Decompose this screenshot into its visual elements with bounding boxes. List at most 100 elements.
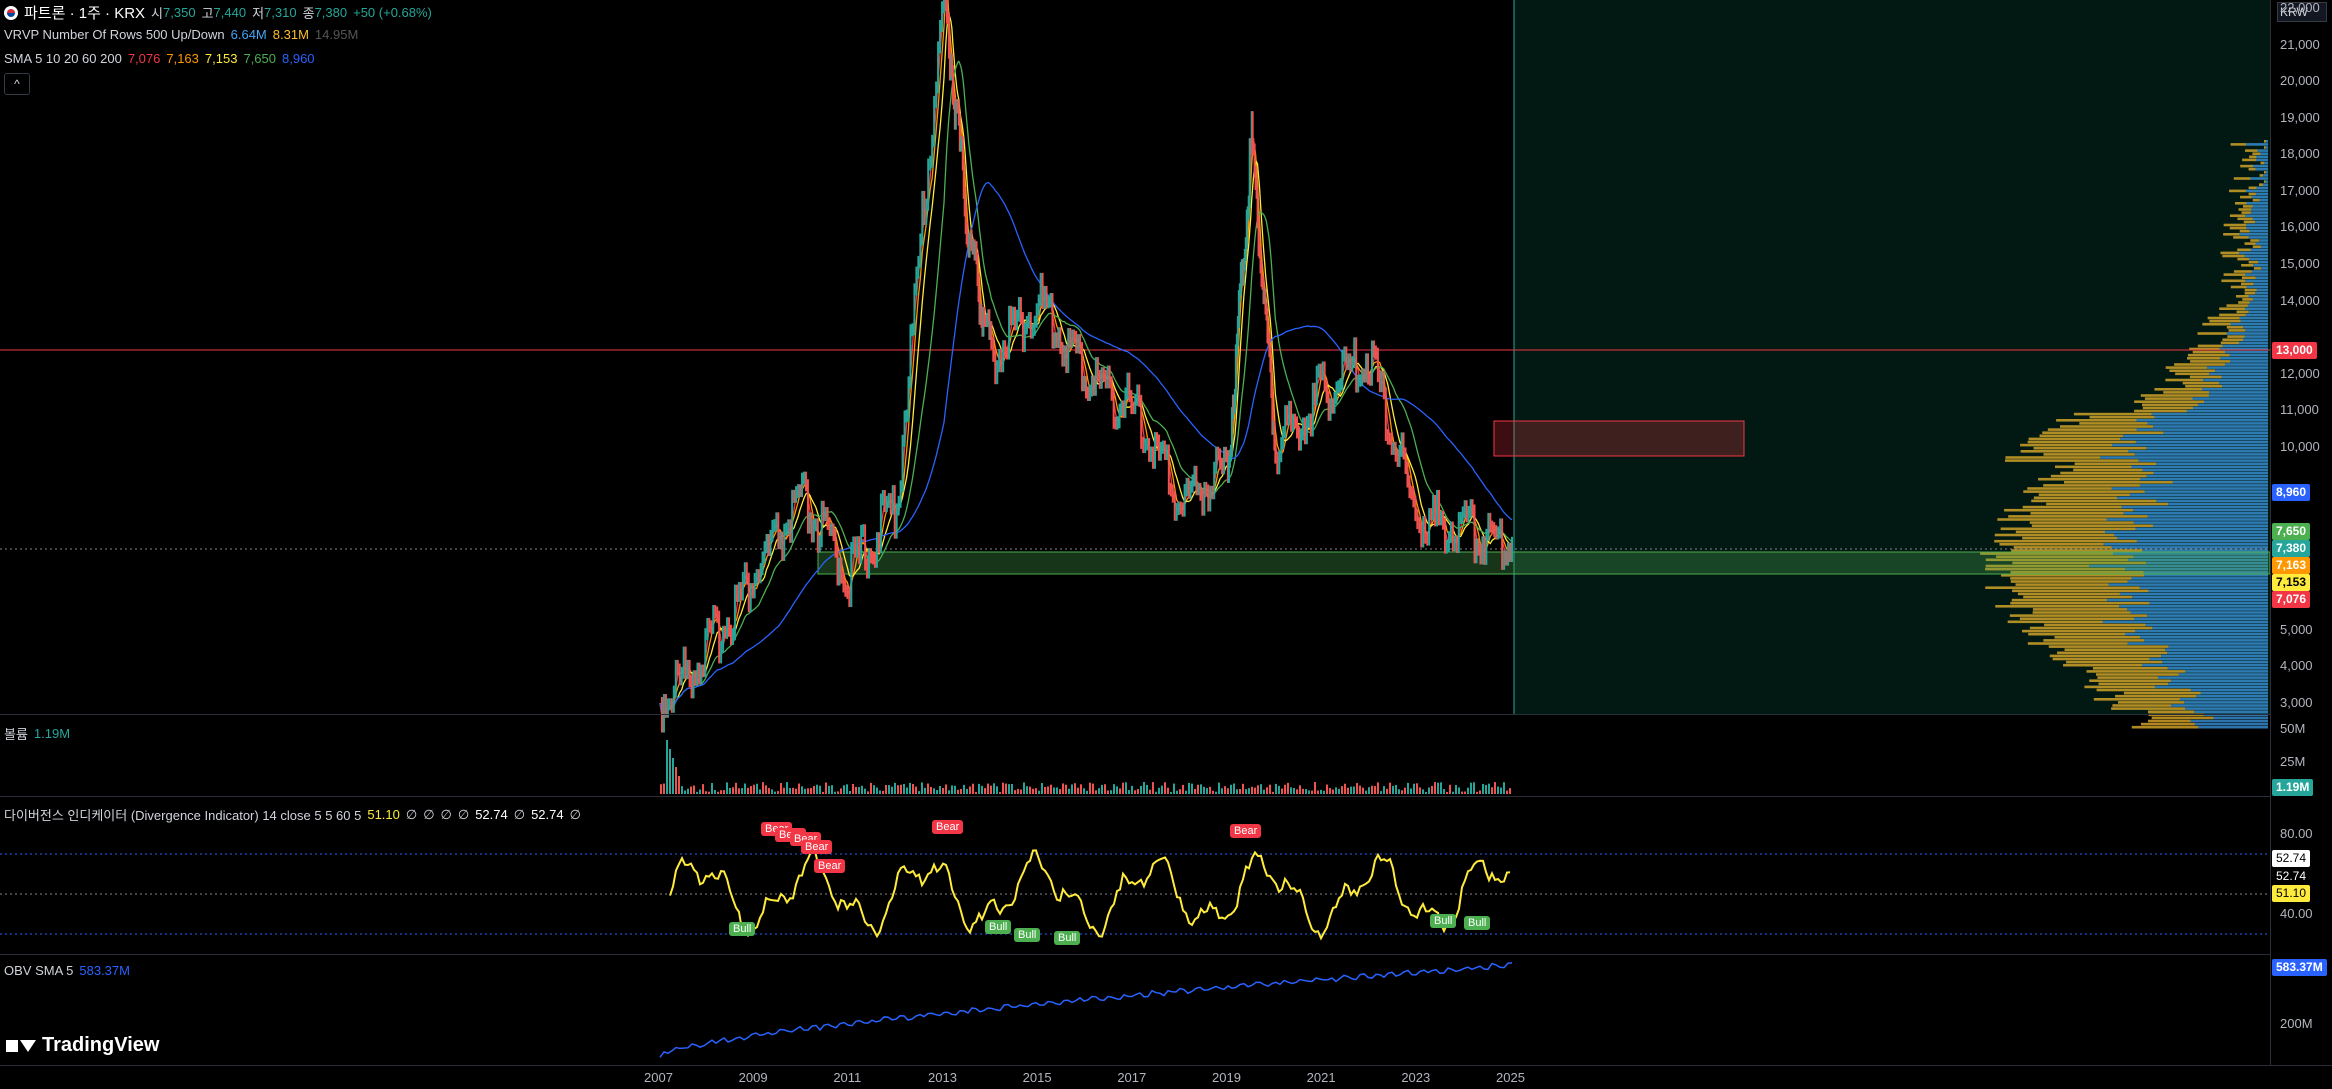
vp-bar-down — [2227, 335, 2245, 338]
vp-bar-down — [2084, 685, 2155, 689]
div-v1: 51.10 — [367, 807, 400, 822]
volume-bar — [1155, 791, 1157, 794]
vp-bar-up — [2100, 456, 2268, 459]
vp-bar-down — [2245, 149, 2258, 152]
obv-line — [659, 962, 1513, 1058]
vp-bar-down — [2020, 443, 2113, 447]
vp-bar-up — [2196, 694, 2268, 698]
volume-bar — [783, 787, 785, 794]
vp-bar-up — [2249, 229, 2268, 233]
volume-bar — [1143, 782, 1145, 794]
time-axis[interactable]: 2007 2009 2011 2013 2015 2017 2019 2021 2023 2025 — [0, 1066, 2270, 1089]
time-tick: 2019 — [1212, 1070, 1241, 1085]
vp-bar-down — [2032, 608, 2128, 611]
volume-bar — [1281, 788, 1283, 794]
volume-bar — [891, 786, 893, 794]
vp-bar-up — [2131, 577, 2268, 580]
volume-bar — [1296, 789, 1298, 794]
vp-bar-down — [1985, 567, 2125, 571]
sma200-value: 8,960 — [282, 51, 315, 66]
vp-bar-up — [2249, 301, 2268, 304]
volume-bar — [1299, 785, 1301, 794]
vp-bar-down — [2252, 152, 2261, 155]
price-axis[interactable]: KRW — [2270, 0, 2332, 1065]
div-v5: ∅ — [457, 806, 470, 822]
vp-bar-up — [2154, 685, 2268, 689]
volume-bar — [1215, 791, 1217, 794]
bull-badge: Bull — [1464, 916, 1491, 930]
pane-divider[interactable] — [0, 714, 2270, 715]
vp-bar-up — [2147, 422, 2268, 425]
volume-bar — [780, 782, 782, 794]
currency-label[interactable]: KRW — [2277, 2, 2327, 22]
volume-bar — [660, 784, 662, 794]
vol-tick-25m: 25M — [2280, 754, 2306, 769]
volume-legend[interactable]: 볼륨 1.19M — [4, 724, 70, 743]
price-tick: 5,000 — [2280, 621, 2313, 637]
volume-bar — [1062, 783, 1064, 794]
volume-chart[interactable] — [0, 715, 2270, 796]
div-v4: ∅ — [440, 806, 452, 822]
price-tick: 21,000 — [2280, 36, 2320, 52]
tag-sma5: 7,076 — [2272, 591, 2311, 608]
volume-value: 1.19M — [33, 726, 71, 741]
sma10-value: 7,163 — [166, 51, 199, 66]
vp-bar-down — [2154, 388, 2203, 391]
divergence-legend[interactable]: 다이버전스 인디케이터 (Divergence Indicator) 14 cl… — [4, 805, 581, 824]
volume-bar — [801, 786, 803, 794]
vp-bar-up — [2123, 512, 2268, 515]
high-label: 고 — [201, 6, 214, 21]
volume-bar — [735, 782, 737, 794]
symbol-title[interactable]: 파트론 · 1주 · KRX — [24, 5, 146, 22]
collapse-legend-button[interactable]: ^ — [4, 73, 30, 95]
symbol-legend: 파트론 · 1주 · KRX 시 7,350 고 7,440 저 7,310 종 7,3… — [4, 2, 432, 23]
vp-bar-down — [2147, 710, 2195, 713]
volume-bar — [984, 788, 986, 794]
volume-bar — [771, 789, 773, 794]
volume-bar — [855, 786, 857, 794]
vp-bar-up — [2108, 583, 2268, 586]
volume-bar — [825, 782, 827, 794]
vp-bar-down — [2111, 707, 2186, 710]
volume-bar — [1473, 782, 1475, 794]
vp-bar-up — [2117, 496, 2268, 500]
volume-bar — [708, 791, 710, 794]
vp-bar-up — [2112, 443, 2268, 447]
vp-bar-down — [2240, 195, 2252, 199]
volume-bar — [957, 789, 959, 794]
obv-legend[interactable]: OBV SMA 5 583.37M — [4, 963, 130, 978]
obv-chart[interactable] — [0, 955, 2270, 1065]
sma-legend[interactable]: SMA 5 10 20 60 200 7,076 7,163 7,153 7,6… — [4, 51, 315, 66]
vp-bar-down — [2020, 450, 2129, 453]
volume-bar — [852, 783, 854, 794]
vp-bar-up — [2105, 530, 2268, 534]
divergence-chart[interactable] — [0, 797, 2270, 954]
vrvp-legend[interactable]: VRVP Number Of Rows 500 Up/Down 6.64M 8.… — [4, 27, 358, 42]
volume-bar — [738, 788, 740, 794]
volume-bar — [1104, 784, 1106, 794]
div-v3: ∅ — [423, 806, 435, 822]
vp-bar-up — [2255, 192, 2268, 196]
tradingview-logo[interactable]: TradingView — [6, 1034, 159, 1057]
price-tick: 11,000 — [2280, 402, 2319, 418]
volume-bar — [1497, 786, 1499, 794]
pane-divider[interactable] — [0, 954, 2270, 955]
vp-bar-down — [2131, 725, 2199, 729]
volume-bar — [1305, 789, 1307, 794]
vp-bar-down — [2073, 468, 2143, 472]
div-tag-2: 52.74 — [2272, 868, 2311, 885]
volume-bar — [1431, 785, 1433, 794]
vp-bar-up — [2184, 701, 2268, 704]
price-chart[interactable] — [0, 0, 2271, 733]
vp-bar-down — [2063, 481, 2173, 484]
pane-divider[interactable] — [0, 796, 2270, 797]
vp-bar-down — [1985, 564, 2090, 568]
volume-bar — [1332, 789, 1334, 794]
vp-bar-down — [2248, 186, 2257, 190]
vp-bar-up — [2222, 384, 2268, 388]
vp-bar-up — [2251, 208, 2268, 211]
volume-bar — [1356, 783, 1358, 794]
volume-bar — [672, 758, 674, 794]
volume-bar — [1482, 783, 1484, 794]
vp-bar-down — [2202, 322, 2231, 326]
